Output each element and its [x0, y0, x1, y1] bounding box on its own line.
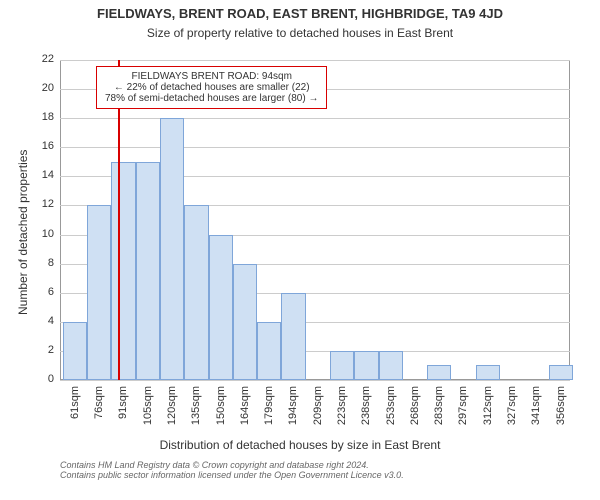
histogram-bar [160, 118, 184, 380]
histogram-bar [87, 205, 111, 380]
gridline [60, 118, 570, 119]
footer-credits: Contains HM Land Registry data © Crown c… [60, 460, 404, 480]
y-axis-label: Number of detached properties [16, 150, 30, 315]
callout-line: 78% of semi-detached houses are larger (… [105, 93, 318, 104]
histogram-bar [427, 365, 451, 380]
histogram-bar [330, 351, 354, 380]
x-tick-label: 120sqm [166, 386, 178, 436]
page-title: FIELDWAYS, BRENT ROAD, EAST BRENT, HIGHB… [0, 6, 600, 21]
x-tick-label: 327sqm [506, 386, 518, 436]
x-tick-label: 297sqm [457, 386, 469, 436]
x-tick-label: 268sqm [409, 386, 421, 436]
x-tick-label: 238sqm [360, 386, 372, 436]
footer-line-1: Contains HM Land Registry data © Crown c… [60, 460, 404, 470]
x-tick-label: 91sqm [117, 386, 129, 436]
histogram-bar [184, 205, 208, 380]
y-tick-label: 16 [30, 140, 54, 152]
histogram-bar [257, 322, 281, 380]
x-tick-label: 312sqm [482, 386, 494, 436]
histogram-bar [209, 235, 233, 380]
y-tick-label: 22 [30, 53, 54, 65]
page-subtitle: Size of property relative to detached ho… [0, 26, 600, 40]
footer-line-2: Contains public sector information licen… [60, 470, 404, 480]
x-tick-label: 164sqm [239, 386, 251, 436]
x-tick-label: 253sqm [385, 386, 397, 436]
y-tick-label: 2 [30, 344, 54, 356]
x-tick-label: 76sqm [93, 386, 105, 436]
gridline [60, 147, 570, 148]
x-tick-label: 356sqm [555, 386, 567, 436]
histogram-bar [379, 351, 403, 380]
x-axis-label: Distribution of detached houses by size … [0, 438, 600, 452]
chart-plot-area: 024681012141618202261sqm76sqm91sqm105sqm… [60, 60, 570, 380]
x-tick-label: 341sqm [530, 386, 542, 436]
x-tick-label: 105sqm [142, 386, 154, 436]
x-tick-label: 283sqm [433, 386, 445, 436]
y-tick-label: 12 [30, 198, 54, 210]
histogram-bar [354, 351, 378, 380]
y-tick-label: 8 [30, 257, 54, 269]
x-tick-label: 150sqm [215, 386, 227, 436]
y-tick-label: 10 [30, 228, 54, 240]
histogram-bar [233, 264, 257, 380]
x-tick-label: 135sqm [190, 386, 202, 436]
x-tick-label: 223sqm [336, 386, 348, 436]
callout-box: FIELDWAYS BRENT ROAD: 94sqm← 22% of deta… [96, 66, 327, 109]
x-tick-label: 209sqm [312, 386, 324, 436]
x-tick-label: 194sqm [287, 386, 299, 436]
callout-line: ← 22% of detached houses are smaller (22… [105, 82, 318, 93]
gridline [60, 380, 570, 381]
y-tick-label: 14 [30, 169, 54, 181]
callout-line: FIELDWAYS BRENT ROAD: 94sqm [105, 71, 318, 82]
histogram-bar [281, 293, 305, 380]
y-tick-label: 6 [30, 286, 54, 298]
histogram-bar [476, 365, 500, 380]
y-tick-label: 4 [30, 315, 54, 327]
x-tick-label: 61sqm [69, 386, 81, 436]
histogram-bar [63, 322, 87, 380]
gridline [60, 60, 570, 61]
histogram-bar [549, 365, 573, 380]
y-tick-label: 0 [30, 373, 54, 385]
histogram-bar [111, 162, 135, 380]
x-tick-label: 179sqm [263, 386, 275, 436]
y-tick-label: 20 [30, 82, 54, 94]
histogram-bar [136, 162, 160, 380]
y-tick-label: 18 [30, 111, 54, 123]
